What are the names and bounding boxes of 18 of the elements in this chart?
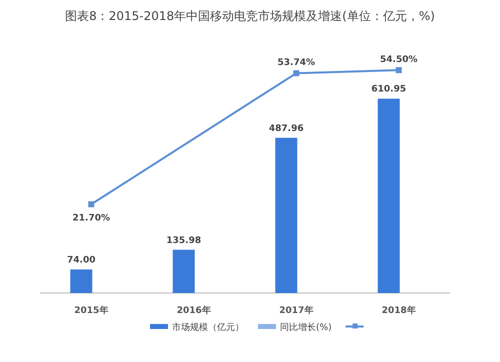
bar: [70, 269, 92, 293]
x-tick-label: 2017年: [279, 305, 314, 316]
bar: [378, 98, 400, 293]
bar: [172, 250, 195, 293]
data-label: 487.96: [268, 124, 304, 134]
data-label: 74.00: [67, 255, 96, 266]
legend-label: 市场规模（亿元）: [172, 322, 244, 333]
x-tick-label: 2016年: [176, 305, 211, 316]
x-tick-label: 2018年: [382, 305, 416, 316]
data-label: 54.50%: [380, 55, 418, 66]
data-label: 610.95: [371, 84, 406, 95]
x-tick-label: 2015年: [74, 305, 108, 316]
data-label: 135.98: [166, 236, 202, 246]
chart-title: 图表8：2015-2018年中国移动电竞市场规模及增速(单位：亿元，%): [65, 9, 435, 23]
bar: [275, 138, 298, 293]
legend-label: 同比增长(%): [280, 322, 332, 333]
data-label: 53.74%: [278, 58, 315, 68]
data-label: 21.70%: [72, 213, 110, 224]
